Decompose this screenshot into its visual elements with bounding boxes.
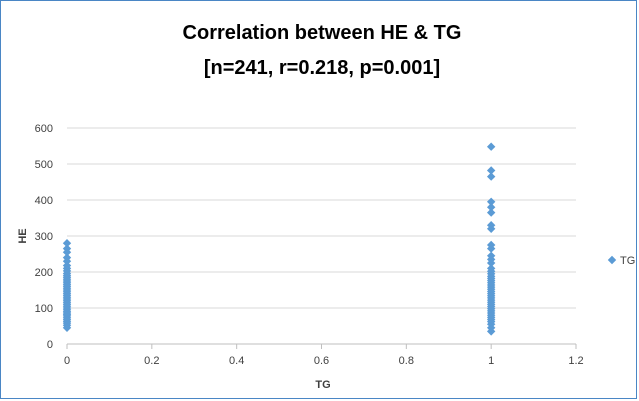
data-point: [486, 208, 496, 217]
data-point: [486, 221, 496, 230]
data-point: [486, 240, 496, 250]
x-tick-label: 0.4: [229, 355, 244, 367]
data-points: [62, 142, 496, 336]
y-tick-label: 400: [35, 195, 53, 207]
data-point: [62, 239, 72, 248]
legend-label: TG: [620, 255, 635, 267]
data-point: [62, 261, 72, 270]
y-tick-label: 600: [35, 123, 53, 135]
gridlines: [67, 127, 576, 309]
data-point: [486, 203, 496, 212]
x-tick-label: 0.6: [314, 355, 329, 367]
chart-title: Correlation between HE & TG: [183, 22, 462, 44]
data-point: [486, 264, 496, 273]
data-point: [486, 197, 496, 206]
data-point: [486, 166, 496, 175]
y-tick-label: 300: [35, 231, 53, 243]
data-point: [486, 251, 496, 260]
x-tick-label: 0: [64, 355, 70, 367]
y-tick-label: 0: [47, 339, 53, 351]
tick-labels: 0 100 200 300 400 500 600 0 0.2 0.4 0.6 0.8 1 1.2: [35, 123, 584, 367]
x-tick-label: 0.2: [144, 355, 159, 367]
axes: [66, 343, 577, 349]
x-axis-title: TG: [315, 379, 330, 391]
data-point: [486, 172, 496, 181]
x-tick-label: 1.2: [568, 355, 583, 367]
legend-marker: [607, 255, 617, 265]
x-tick-label: 1: [488, 355, 494, 367]
y-axis-title: HE: [17, 228, 29, 243]
y-tick-label: 200: [35, 267, 53, 279]
x-tick-label: 0.8: [399, 355, 414, 367]
data-point: [62, 244, 72, 253]
data-point: [62, 253, 72, 262]
data-point: [486, 142, 496, 151]
legend: TG: [607, 255, 635, 267]
chart-subtitle: [n=241, r=0.218, p=0.001]: [204, 57, 440, 79]
y-tick-label: 500: [35, 159, 53, 171]
y-tick-label: 100: [35, 303, 53, 315]
